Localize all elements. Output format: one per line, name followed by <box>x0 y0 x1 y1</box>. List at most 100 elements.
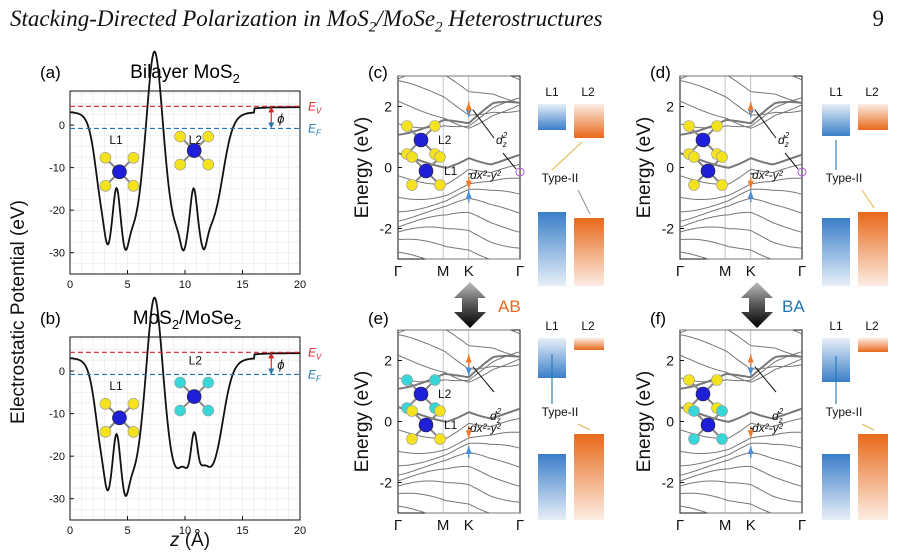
band-line <box>397 354 521 390</box>
band-line <box>679 451 803 476</box>
band-line <box>679 226 803 249</box>
mo-atom <box>695 386 711 402</box>
level-bars-d: L1 L2 Type-II <box>822 85 888 286</box>
band-line <box>679 431 803 454</box>
y-tick-label: -30 <box>49 248 65 260</box>
band-line <box>679 505 802 514</box>
k-arrow-head <box>747 190 754 199</box>
potential-ylabel: Electrostatic Potential (eV) <box>8 200 29 424</box>
band-line <box>679 417 803 439</box>
mo-atom <box>413 132 429 148</box>
ligand-atom <box>401 120 413 132</box>
bar-label-l1: L1 <box>829 319 843 333</box>
energy-tick-label: -2 <box>662 475 675 491</box>
k-arrow-head <box>465 190 472 199</box>
type-ii-arrow-down <box>577 423 591 431</box>
layer-label-l1: L1 <box>109 379 123 393</box>
dxy-label: dx²-y² <box>470 421 502 435</box>
band-line <box>679 177 803 200</box>
phi-arrow-head-up <box>268 352 275 359</box>
level-bars-c: L1 L2 Type-II <box>538 85 604 286</box>
type-ii-label: Type-II <box>542 171 579 185</box>
phi-label: ϕ <box>277 357 284 372</box>
band-line <box>679 351 803 383</box>
band-frame <box>679 75 803 260</box>
mo-atom <box>695 132 711 148</box>
panel-tag-d: (d) <box>650 63 671 82</box>
layer-label-l1: L1 <box>444 164 458 178</box>
dxy-label: dx²-y² <box>752 421 784 435</box>
band-line <box>679 163 803 185</box>
band-line <box>397 152 521 169</box>
layer-label-l2: L2 <box>438 133 452 147</box>
level-bars-e: L1 L2 Type-II <box>538 319 604 520</box>
k-point-label: M <box>719 263 732 280</box>
vb-bar-l2 <box>858 434 888 520</box>
ligand-atom <box>127 152 140 164</box>
band-line <box>398 329 521 358</box>
ligand-atom <box>99 152 112 164</box>
vb-bar-l2 <box>574 434 604 520</box>
ligand-atom <box>202 376 214 389</box>
layer-label-l2: L2 <box>189 354 203 368</box>
k-point-label: Γ <box>798 263 806 280</box>
k-point-label: Γ <box>516 517 524 534</box>
band-line <box>397 226 521 249</box>
layer-label-l2: L2 <box>438 387 452 401</box>
type-ii-arrow-up <box>551 141 583 171</box>
energy-ylabel: Energy (eV) <box>352 371 373 472</box>
band-line <box>397 465 521 487</box>
page-header: Stacking-Directed Polarization in MoS2/M… <box>10 4 890 38</box>
layer-label-l1: L1 <box>109 133 123 147</box>
stacking-arrow-ab: AB <box>454 282 521 328</box>
vb-bar-l1 <box>538 212 566 286</box>
potential-curve <box>70 296 300 497</box>
energy-tick-label: 0 <box>666 160 674 176</box>
ligand-atom <box>434 433 446 445</box>
pointer-line <box>502 152 517 170</box>
dxy-label: dx²-y² <box>752 168 784 182</box>
vb-bar-l2 <box>858 212 888 286</box>
vb-bar-l2 <box>574 218 604 286</box>
mo-atom <box>700 163 716 179</box>
panel-tag-c: (c) <box>368 63 388 82</box>
dz2-label: dz2 <box>772 407 784 425</box>
cb-bar-l2 <box>574 104 604 138</box>
k-arrow-head <box>465 430 472 439</box>
k-arrow-head <box>465 102 472 111</box>
type-ii-label: Type-II <box>826 405 863 419</box>
k-point-label: M <box>719 517 732 534</box>
ef-label: EF <box>308 367 322 383</box>
y-tick-label: -20 <box>49 205 65 217</box>
ligand-atom <box>683 374 695 386</box>
bar-label-l2: L2 <box>581 85 595 99</box>
ligand-atom <box>202 158 214 171</box>
x-tick-label: 15 <box>236 525 248 537</box>
energy-ylabel: Energy (eV) <box>634 117 655 218</box>
band-plot-c: 2 0 -2 Γ M K Γ Energy (eV) L2 L1 dz2 dx²-y² <box>352 75 525 280</box>
ab-label: AB <box>498 297 521 316</box>
energy-tick-label: 2 <box>666 99 674 115</box>
panel-b-title: MoS2/MoSe2 <box>133 308 241 332</box>
type-ii-label: Type-II <box>826 171 863 185</box>
mo-atom <box>700 417 716 433</box>
pointer-line <box>754 109 777 139</box>
pointer-line <box>472 109 495 139</box>
k-arrow-head <box>747 430 754 439</box>
vb-bar-l1 <box>538 454 566 520</box>
band-line <box>397 480 521 503</box>
mo-atom <box>418 163 434 179</box>
ligand-atom <box>99 426 112 438</box>
band-line <box>680 329 803 358</box>
energy-tick-label: 2 <box>384 99 392 115</box>
k-point-label: Γ <box>394 517 402 534</box>
page-title: Stacking-Directed Polarization in MoS2/M… <box>10 6 603 36</box>
y-tick-label: -20 <box>49 451 65 463</box>
ligand-atom <box>716 433 728 445</box>
band-line <box>397 100 521 136</box>
band-line <box>397 417 521 439</box>
y-tick-label: 0 <box>59 366 65 378</box>
phi-arrow-head-down <box>268 122 275 129</box>
bar-label-l1: L1 <box>545 319 559 333</box>
band-line <box>680 188 803 213</box>
